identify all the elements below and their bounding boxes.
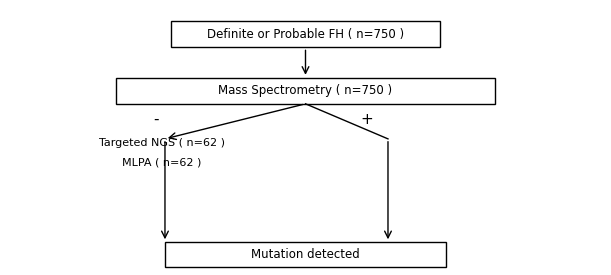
FancyBboxPatch shape xyxy=(165,242,446,267)
Text: Mass Spectrometry ( n=750 ): Mass Spectrometry ( n=750 ) xyxy=(219,84,392,97)
Text: Definite or Probable FH ( n=750 ): Definite or Probable FH ( n=750 ) xyxy=(207,28,404,41)
FancyBboxPatch shape xyxy=(171,21,440,47)
Text: +: + xyxy=(360,112,373,127)
FancyBboxPatch shape xyxy=(116,78,495,104)
Text: Targeted NGS ( n=62 ): Targeted NGS ( n=62 ) xyxy=(99,138,225,148)
Text: Mutation detected: Mutation detected xyxy=(251,248,360,261)
Text: MLPA ( n=62 ): MLPA ( n=62 ) xyxy=(122,157,202,167)
Text: -: - xyxy=(153,112,159,127)
